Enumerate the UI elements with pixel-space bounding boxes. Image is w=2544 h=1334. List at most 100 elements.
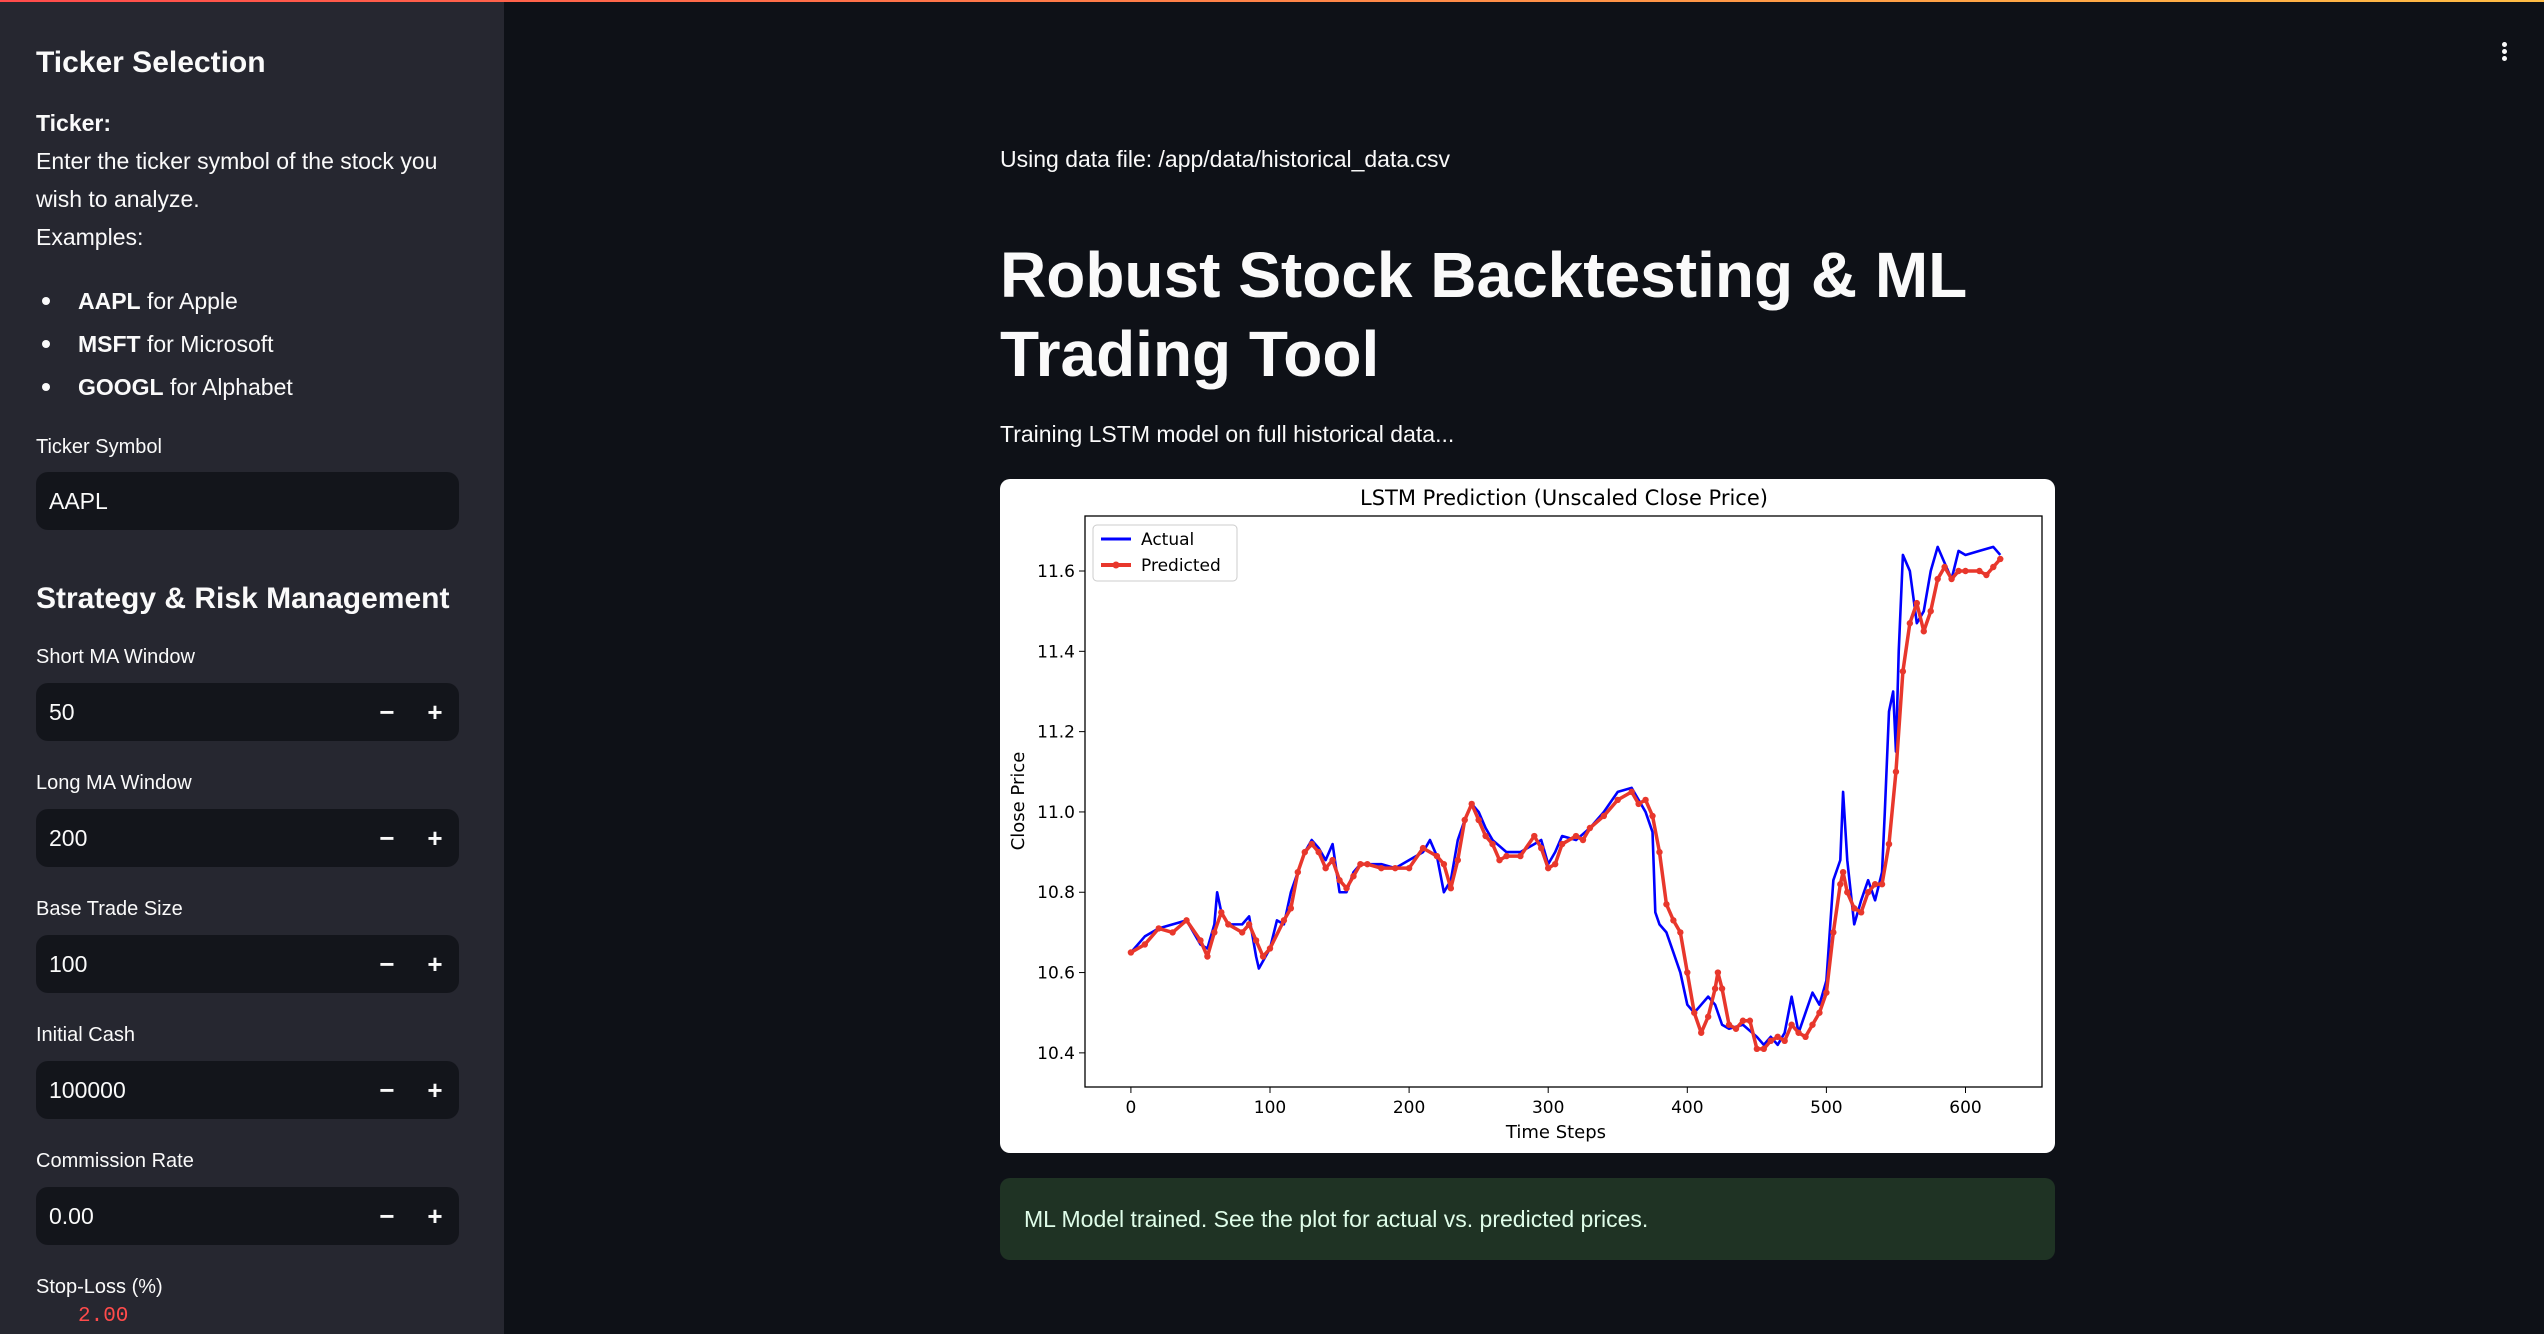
menu-dot-icon [2501,56,2507,61]
menu-dot-icon [2501,49,2507,54]
predicted-point [1760,1045,1768,1053]
commission-rate-value[interactable]: 0.00 [49,1202,94,1229]
example-desc: for Microsoft [140,331,274,357]
bullet-icon [42,340,50,348]
main-menu-button[interactable] [2496,40,2512,66]
base-trade-size-value[interactable]: 100 [49,950,88,977]
legend-predicted-label: Predicted [1141,556,1221,576]
predicted-point [1718,985,1726,992]
predicted-point [1538,844,1545,852]
short-ma-input[interactable]: 50 − + [36,683,459,741]
decrement-button[interactable]: − [379,822,395,853]
x-tick-label: 300 [1532,1098,1564,1118]
stop-loss-slider-value[interactable]: 2.00 [78,1305,129,1328]
predicted-point [1857,909,1865,916]
predicted-point [1489,840,1496,848]
examples-list: AAPL for Apple MSFT for Microsoft GOOGL … [36,280,293,409]
y-tick-label: 11.2 [1037,723,1075,743]
predicted-point [1614,796,1621,804]
y-tick-label: 10.4 [1037,1044,1075,1064]
predicted-point [1447,885,1455,892]
predicted-point [1714,969,1722,976]
decrement-button[interactable]: − [379,1074,395,1105]
predicted-point [1301,848,1308,856]
predicted-point [1308,840,1315,848]
predicted-point [1336,877,1343,884]
predicted-point [1294,868,1302,876]
stop-loss-label: Stop-Loss (%) [36,1276,163,1298]
predicted-point [1440,860,1448,868]
predicted-point [1315,848,1322,856]
top-decoration-bar [0,0,2544,2]
long-ma-input[interactable]: 200 − + [36,809,459,867]
predicted-point [1830,929,1837,936]
legend: Actual Predicted [1092,524,1238,582]
predicted-point [1600,812,1608,820]
ticker-symbol-input[interactable]: AAPL [36,472,459,530]
short-ma-value[interactable]: 50 [49,698,75,725]
decrement-button[interactable]: − [379,948,395,979]
increment-button[interactable]: + [427,1200,443,1231]
predicted-point [1531,832,1538,840]
predicted-point [1851,905,1858,912]
predicted-point [1913,599,1921,607]
initial-cash-input[interactable]: 100000 − + [36,1061,459,1119]
bullet-icon [42,297,50,305]
example-symbol: GOOGL [78,374,164,400]
example-desc: for Apple [140,288,238,314]
predicted-point [1990,563,1997,571]
predicted-point [1753,1045,1761,1053]
plot-frame [1084,515,2043,1088]
initial-cash-label: Initial Cash [36,1024,135,1046]
predicted-point [1837,881,1844,888]
increment-button[interactable]: + [427,1074,443,1105]
predicted-point [1649,812,1656,820]
predicted-point [1635,800,1642,808]
x-axis-label: Time Steps [1505,1122,1606,1143]
predicted-point [1628,788,1635,796]
predicted-point [1433,852,1441,860]
predicted-point [1663,901,1670,908]
list-item: MSFT for Microsoft [36,323,293,366]
base-trade-size-input[interactable]: 100 − + [36,935,459,993]
predicted-point [1378,864,1385,872]
training-status-text: Training LSTM model on full historical d… [1000,421,1455,447]
predicted-point [1245,921,1253,928]
predicted-point [1503,852,1510,860]
decrement-button[interactable]: − [379,696,395,727]
predicted-point [1746,1017,1754,1024]
predicted-point [1948,575,1955,583]
ticker-description-line1: Enter the ticker symbol of the stock you [36,148,438,174]
commission-rate-input[interactable]: 0.00 − + [36,1187,459,1245]
predicted-point [1343,885,1350,892]
predicted-point [1322,864,1329,872]
increment-button[interactable]: + [427,948,443,979]
predicted-point [1739,1017,1747,1024]
y-tick-label: 11.0 [1037,803,1075,823]
increment-button[interactable]: + [427,822,443,853]
predicted-point [1725,1021,1733,1028]
initial-cash-value[interactable]: 100000 [49,1076,126,1103]
x-tick-label: 100 [1254,1098,1286,1118]
predicted-point [1899,668,1907,675]
increment-button[interactable]: + [427,696,443,727]
predicted-point [1482,832,1489,840]
predicted-point [1955,567,1962,575]
y-tick-label: 10.6 [1037,964,1075,984]
legend-actual-label: Actual [1141,530,1194,550]
predicted-point [1704,1013,1712,1020]
predicted-point [1962,567,1969,575]
predicted-point [1141,941,1149,948]
long-ma-value[interactable]: 200 [49,824,88,851]
actual-series-line [1129,545,2002,1047]
predicted-point [1677,929,1684,936]
predicted-point [1558,840,1566,848]
decrement-button[interactable]: − [379,1200,395,1231]
predicted-point [1517,852,1524,860]
example-symbol: AAPL [78,288,141,314]
predicted-point [1238,929,1246,936]
ticker-symbol-value[interactable]: AAPL [49,487,108,514]
ticker-selection-heading: Ticker Selection [36,46,266,79]
base-trade-size-label: Base Trade Size [36,898,183,920]
predicted-point [1405,864,1413,872]
